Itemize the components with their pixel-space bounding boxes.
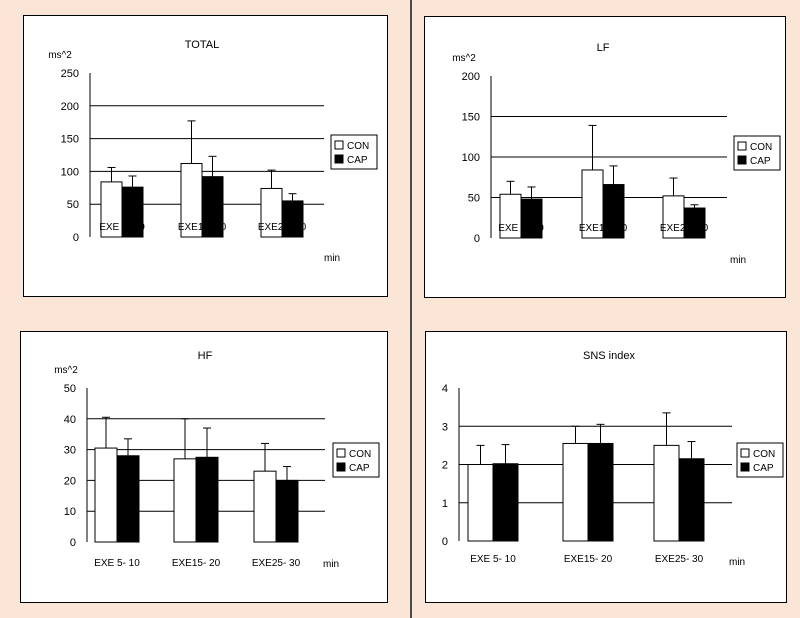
legend-label-cap: CAP [347,155,368,166]
legend: CON CAP [733,135,781,171]
chart-title: TOTAL [185,39,219,51]
y-tick-label: 150 [462,112,480,124]
x-unit-label: min [323,559,339,570]
bar-cap-0 [116,455,140,543]
bar-con-2 [253,470,277,543]
legend-label-con: CON [347,141,369,152]
legend-label-cap: CAP [750,156,771,167]
legend-swatch-con [740,448,750,458]
bar-con-1 [562,442,589,542]
x-tick-label: EXE15- 20 [172,558,221,569]
y-tick-label: 1 [442,498,448,510]
x-tick-label: EXE 5- 10 [94,558,140,569]
legend-swatch-con [334,140,344,150]
x-unit-label: min [730,255,746,266]
y-axis-label: ms^2 [54,365,78,376]
legend-label-con: CON [349,449,371,460]
chart-panel-hf: HF ms^2 0 10 20 30 40 50 EXE 5- 10 EXE15- 20 EXE25… [20,331,388,603]
legend: CON CAP [736,442,784,478]
y-tick-label: 30 [64,445,76,457]
y-tick-label: 50 [468,193,480,205]
legend-swatch-con [737,141,747,151]
y-axis-label: ms^2 [48,50,72,61]
chart-hf: HF ms^2 0 10 20 30 40 50 EXE 5- 10 EXE15- 20 EXE25… [54,350,380,570]
legend-label-con: CON [750,142,772,153]
chart-total: TOTAL ms^2 0 50 100 150 200 250 EXE 5- 10 EXE15- … [48,39,378,264]
legend: CON CAP [330,134,378,170]
y-tick-label: 200 [61,101,79,113]
bar-con-1 [173,458,197,543]
y-tick-label: 4 [442,383,448,395]
legend-swatch-cap [740,462,750,472]
chart-lf: LF ms^2 0 50 100 150 200 EXE 5- 10 EXE15- 20 EXE2… [452,42,781,266]
bar-cap-0 [492,463,519,542]
y-tick-label: 150 [61,134,79,146]
legend: CON CAP [332,442,380,478]
x-tick-label: EXE 5- 10 [99,222,145,233]
bar-con-0 [94,447,118,543]
x-tick-label: EXE25- 30 [660,223,709,234]
chart-title: HF [198,350,213,362]
y-tick-label: 2 [442,460,448,472]
y-tick-label: 50 [67,199,79,211]
y-tick-label: 3 [442,421,448,433]
legend-swatch-cap [336,462,346,472]
y-tick-label: 0 [70,537,76,549]
y-tick-label: 0 [442,536,448,548]
y-tick-label: 20 [64,475,76,487]
x-tick-label: EXE15- 20 [564,554,613,565]
x-tick-label: EXE25- 30 [252,558,301,569]
chart-panel-total: TOTAL ms^2 0 50 100 150 200 250 EXE 5- 10 EXE15- … [23,15,388,297]
y-tick-label: 10 [64,506,76,518]
bar-con-0 [467,464,494,542]
y-tick-label: 250 [61,68,79,80]
chart-sns-index: SNS index 0 1 2 3 4 EXE 5- 10 EXE15- 20 EXE25- 3… [442,350,784,568]
legend-swatch-cap [334,154,344,164]
y-axis-label: ms^2 [452,53,476,64]
bar-con-2 [653,444,680,542]
x-tick-label: EXE15- 20 [178,222,227,233]
x-tick-label: EXE25- 30 [655,554,704,565]
y-tick-label: 0 [73,232,79,244]
bar-cap-1 [587,442,614,542]
legend-label-cap: CAP [753,463,774,474]
y-tick-label: 200 [462,71,480,83]
y-tick-label: 0 [474,233,480,245]
y-tick-label: 50 [64,383,76,395]
legend-swatch-cap [737,155,747,165]
x-tick-label: EXE25- 30 [258,222,307,233]
bar-cap-2 [678,458,705,542]
panel-divider [410,0,412,618]
x-tick-label: EXE 5- 10 [470,554,516,565]
y-tick-label: 40 [64,414,76,426]
x-tick-label: EXE15- 20 [579,223,628,234]
legend-label-con: CON [753,449,775,460]
chart-title: SNS index [583,350,635,362]
chart-panel-lf: LF ms^2 0 50 100 150 200 EXE 5- 10 EXE15- 20 EXE2… [424,16,786,298]
x-tick-label: EXE 5- 10 [498,223,544,234]
chart-title: LF [597,42,610,54]
chart-panel-sns-index: SNS index 0 1 2 3 4 EXE 5- 10 EXE15- 20 EXE25- 3… [425,331,787,603]
y-tick-label: 100 [61,166,79,178]
x-unit-label: min [729,557,745,568]
legend-label-cap: CAP [349,463,370,474]
bar-cap-1 [195,456,219,543]
legend-swatch-con [336,448,346,458]
bar-cap-2 [275,479,299,543]
y-tick-label: 100 [462,152,480,164]
x-unit-label: min [324,253,340,264]
